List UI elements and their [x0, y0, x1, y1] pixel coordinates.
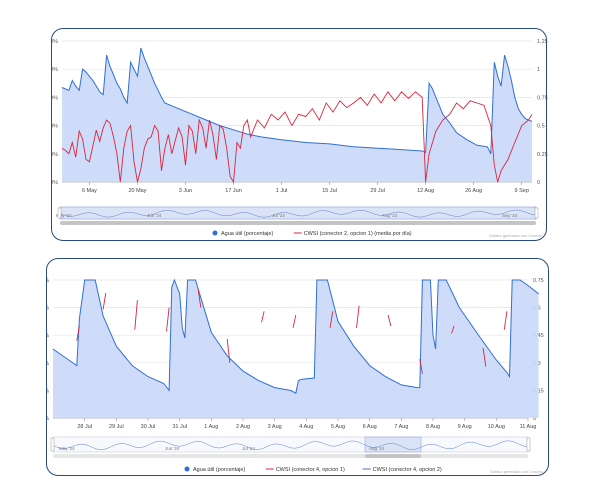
x-tick-label: 3 Jun — [179, 188, 192, 194]
x-tick-label: 11 Aug — [520, 424, 537, 430]
y-left-tick-label: 60% — [52, 95, 58, 101]
navigator-mini-series — [52, 440, 529, 450]
navigator-handle-left[interactable] — [50, 437, 55, 452]
y-right-tick-label: 1 — [537, 67, 540, 73]
chart-1-svg: 0% 20% 40% 60% 80% 100% 0 0.25 0.5 0.75 1 1.25 6 May… — [44, 39, 548, 238]
series-segment-cwsi — [76, 325, 80, 341]
y-left-tick-label: 0% — [47, 416, 49, 422]
series-segment-cwsi — [197, 289, 202, 308]
x-tick-label: 30 Jul — [141, 424, 156, 430]
series-area-fill — [53, 280, 539, 418]
x-tick-label: 28 Jul — [77, 424, 92, 430]
navigator-scrollbar-thumb[interactable] — [365, 454, 421, 458]
legend-marker-agua-util — [212, 230, 218, 236]
chart-panel-2: 0%20%40%60%80%100%00.150.30.450.60.7528 … — [35, 258, 549, 476]
navigator-label: Jul '24 — [272, 213, 285, 218]
x-tick-label: 9 Sep — [515, 188, 529, 194]
navigator-selection[interactable] — [364, 436, 422, 453]
y-right-tick-label: 0.75 — [533, 278, 544, 284]
navigator-label: Aug '24 — [382, 213, 398, 218]
series-line-cwsi — [61, 91, 533, 184]
y-right-tick-label: 0.5 — [537, 124, 545, 130]
x-tick-label: 1 Jul — [276, 188, 288, 194]
y-right-tick-label: 0.25 — [537, 152, 548, 158]
series-segment-cwsi — [102, 292, 107, 310]
navigator-handle-right[interactable] — [534, 207, 539, 219]
y-right-tick-label: 0.75 — [537, 95, 548, 101]
y-left-tick-label: 0% — [52, 180, 58, 186]
navigator-handle-left[interactable] — [57, 207, 62, 219]
y-left-tick-label: 100% — [47, 278, 49, 284]
y-left-tick-label: 20% — [52, 152, 58, 158]
navigator-handle-right[interactable] — [526, 437, 531, 452]
x-tick-label: 3 Aug — [268, 424, 282, 430]
legend-marker-agua-util — [184, 466, 190, 472]
x-tick-label: 29 Jul — [109, 424, 124, 430]
x-tick-label: 29 Jul — [370, 188, 385, 194]
series-line-agua-util — [61, 47, 533, 155]
x-tick-label: 4 Aug — [299, 424, 313, 430]
y-right-tick-label: 0 — [533, 416, 536, 422]
y-right-tick-label: 0 — [537, 180, 540, 186]
series-segment-cwsi — [292, 314, 297, 328]
x-tick-label: 6 May — [82, 188, 97, 194]
navigator-label: May '24 — [56, 213, 72, 218]
x-tick-label: 1 Aug — [204, 424, 218, 430]
series-segment-cwsi — [166, 307, 170, 332]
navigator-label: Aug '24 — [369, 446, 385, 451]
x-tick-label: 10 Aug — [488, 424, 505, 430]
y-left-tick-label: 100% — [52, 39, 58, 45]
y-left-tick-label: 80% — [47, 306, 49, 312]
x-tick-label: 6 Aug — [363, 424, 377, 430]
navigator-label: Jul '24 — [242, 446, 255, 451]
navigator-selection[interactable] — [59, 206, 537, 220]
legend-item-label[interactable]: Agua útil (porcentaje) — [193, 467, 245, 473]
legend-item-label[interactable]: Agua útil (porcentaje) — [221, 231, 273, 237]
x-tick-label: 15 Jul — [322, 188, 337, 194]
x-tick-label: 8 Aug — [426, 424, 440, 430]
chart-panel-1: 0% 20% 40% 60% 80% 100% 0 0.25 0.5 0.75 1 1.25 6 May… — [44, 28, 548, 241]
y-left-tick-label: 20% — [47, 388, 49, 394]
legend-item-label[interactable]: CWSI (conector 4, opcion 2) — [373, 467, 442, 473]
x-tick-label: 31 Jul — [172, 424, 187, 430]
series-segment-cwsi — [261, 311, 265, 323]
series-segment-cwsi — [503, 311, 508, 330]
x-tick-label: 17 Jun — [225, 188, 242, 194]
y-left-tick-label: 40% — [52, 124, 58, 130]
series-segment-cwsi — [419, 359, 423, 374]
x-tick-label: 2 Aug — [236, 424, 250, 430]
series-segment-cwsi — [134, 300, 138, 330]
navigator-scrollbar-thumb[interactable] — [60, 221, 536, 225]
navigator-mini-series — [59, 209, 537, 218]
x-tick-label: 9 Aug — [458, 424, 472, 430]
x-tick-label: 5 Aug — [331, 424, 345, 430]
series-segment-cwsi — [451, 325, 455, 334]
legend-item-label[interactable]: CWSI (conector 2, opcion 1) (media por d… — [304, 231, 412, 237]
y-left-tick-label: 80% — [52, 67, 58, 73]
chart-2-svg: 0%20%40%60%80%100%00.150.30.450.60.7528 … — [35, 278, 544, 474]
y-left-tick-label: 40% — [47, 361, 49, 367]
navigator-label: Jun '24 — [147, 213, 162, 218]
series-line-agua-util — [52, 278, 539, 394]
chart-credit: Gráfico generado con Cesens — [490, 469, 543, 474]
series-segment-cwsi — [387, 314, 392, 327]
x-tick-label: 26 Aug — [465, 188, 482, 194]
series-segment-cwsi — [329, 311, 334, 328]
series-segment-cwsi — [356, 305, 360, 328]
series-segment-cwsi — [226, 338, 231, 363]
y-right-tick-label: 1.25 — [537, 39, 548, 45]
series-area-fill — [62, 48, 532, 182]
series-segment-cwsi — [482, 348, 487, 367]
navigator-frame[interactable] — [52, 436, 529, 453]
navigator-scrollbar-track[interactable] — [53, 454, 528, 458]
navigator-label: Jun '24 — [165, 446, 180, 451]
x-tick-label: 7 Aug — [394, 424, 408, 430]
navigator-label: Sep '24 — [502, 213, 518, 218]
x-tick-label: 20 May — [128, 188, 146, 194]
y-left-tick-label: 60% — [47, 333, 49, 339]
legend-item-label[interactable]: CWSI (conector 4, opcion 1) — [276, 467, 345, 473]
x-tick-label: 12 Aug — [417, 188, 434, 194]
navigator-label: May '24 — [59, 446, 75, 451]
chart-credit: Gráfico generado con Cesens — [489, 233, 542, 238]
